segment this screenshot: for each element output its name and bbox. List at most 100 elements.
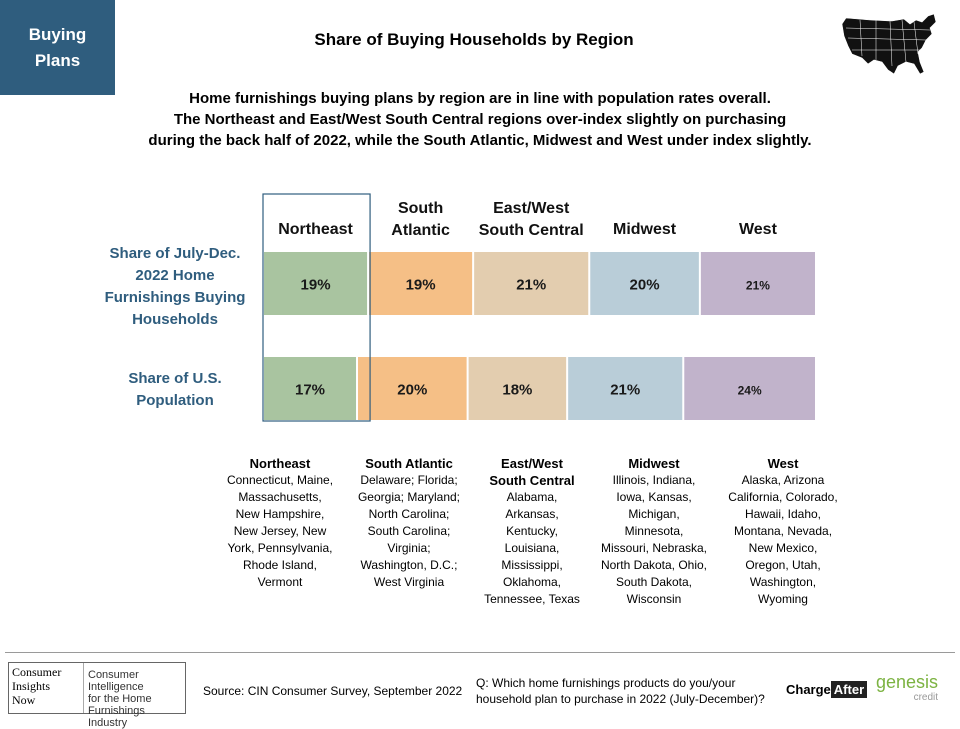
region-name: West [767,456,799,471]
row-label-buying: Share of July-Dec. 2022 Home Furnishings… [80,243,270,331]
region-definition: Midwest Illinois, Indiana, Iowa, Kansas, Mi… [584,455,724,608]
subtitle-line-3: during the back half of 2022, while the … [148,132,812,149]
page-title: Share of Buying Households by Region [314,30,634,49]
region-states-line: Illinois, Indiana, [612,473,696,487]
chargeafter-logo: Charge After [786,681,868,698]
category-label: Midwest [613,221,677,238]
region-states-line: Vermont [257,575,303,589]
row-label-population: Share of U.S. Population [80,368,270,412]
genesis-logo-sub: credit [913,692,939,703]
region-states-line: Iowa, Kansas, [616,490,692,504]
region-states-line: Wisconsin [626,592,682,606]
bar-segment [684,357,815,420]
region-states-line: Rhode Island, [242,558,318,572]
bar-segment [369,252,473,315]
bar-segment [700,252,815,315]
row-label-population-line: Population [136,392,214,409]
row-label-buying-line: 2022 Home [135,267,215,284]
bar-segment [590,252,699,315]
region-states-line: Georgia; Maryland; [357,490,461,504]
region-states-line: Alaska, Arizona [741,473,825,487]
subtitle-line-2: The Northeast and East/West South Centra… [173,111,787,128]
region-states-line: North Carolina; [368,507,450,521]
category-label: Northeast [278,221,353,238]
genesis-credit-logo: genesis credit [876,672,939,706]
cin-logo-line: Now [12,693,36,707]
region-states-line: Kentucky, [506,524,558,538]
category-label: West [739,221,778,238]
us-map-icon [841,13,937,75]
region-states-line: Washington, D.C.; [360,558,458,572]
region-states-line: Alabama, [506,490,558,504]
region-states-line: North Dakota, Ohio, [600,558,708,572]
region-states-line: California, Colorado, [728,490,838,504]
region-name: Northeast [249,456,311,471]
region-name: South Atlantic [365,456,453,471]
cin-logo: Consumer Insights Now Consumer Intellige… [8,662,186,729]
bar-segment [358,357,467,420]
chargeafter-logo-part2: After [830,681,868,698]
footer-divider [5,652,955,653]
cin-tagline-line: Consumer Intelligence [88,669,144,693]
row-label-buying-line: Households [132,311,218,328]
region-name: South Central [489,473,575,488]
survey-question: Q: Which home furnishings products do yo… [476,675,776,707]
region-states-line: Michigan, [628,507,680,521]
region-states-line: Connecticut, Maine, [226,473,334,487]
subtitle: Home furnishings buying plans by region … [100,88,860,151]
bar-segment [568,357,683,420]
region-states-line: West Virginia [373,575,445,589]
data-label: 21% [746,279,770,293]
region-states-line: Washington, [749,575,817,589]
region-states-line: Louisiana, [504,541,560,555]
region-states-line: Tennessee, Texas [484,592,580,606]
region-definition: South Atlantic Delaware; Florida; Georgia;… [339,455,479,591]
category-label: South Central [479,222,584,239]
region-states-line: Virginia; [387,541,431,555]
region-states-line: Oregon, Utah, [745,558,821,572]
region-states-line: Massachusetts, [238,490,322,504]
row-label-population-line: Share of U.S. [128,370,222,387]
survey-question-line: Q: Which home furnishings products do yo… [476,676,736,690]
region-states-line: Oklahoma, [502,575,562,589]
region-states-line: Minnesota, [624,524,684,538]
region-states-line: Arkansas, [505,507,559,521]
bar-segment [474,252,589,315]
data-label: 18% [502,382,532,399]
region-states-line: South Dakota, [615,575,693,589]
data-label: 21% [610,382,640,399]
data-label: 21% [516,277,546,294]
bar-segment [468,357,567,420]
row-label-buying-line: Furnishings Buying [104,289,246,306]
region-states-line: Wyoming [758,592,808,606]
category-label: Atlantic [391,222,450,239]
stacked-bar-chart: 19% 19% 21% 20% 21% 17% 20% 18% 21% 24% Northeast S… [262,193,815,422]
subtitle-line-1: Home furnishings buying plans by region … [189,90,771,107]
badge-line-1: Buying [28,24,87,44]
category-label: East/West [493,200,570,217]
region-states-line: New Hampshire, [235,507,325,521]
region-states-line: Mississippi, [501,558,563,572]
region-definition: Northeast Connecticut, Maine, Massachusett… [210,455,350,591]
chargeafter-logo-part1: Charge [786,682,831,697]
data-label: 24% [738,384,762,398]
region-states-line: New Mexico, [748,541,818,555]
region-definition: West Alaska, Arizona California, Colorado,… [713,455,853,608]
region-states-line: South Carolina; [367,524,451,538]
region-name: Midwest [628,456,680,471]
survey-question-line: household plan to purchase in 2022 (July… [476,692,765,706]
data-label: 20% [630,277,660,294]
highlight-box [262,193,371,422]
data-label: 17% [295,382,325,399]
region-states-line: Montana, Nevada, [733,524,833,538]
region-states-line: York, Pennsylvania, [227,541,333,555]
cin-tagline-line: for the Home [88,693,152,705]
region-name: East/West [501,456,563,471]
region-states-line: Delaware; Florida; [360,473,458,487]
cin-logo-line: Insights [12,679,51,693]
genesis-logo-name: genesis [876,672,939,692]
data-label: 19% [406,277,436,294]
cin-logo-line: Consumer [12,665,62,679]
category-label: South [398,200,443,217]
section-badge: Buying Plans [0,0,115,95]
